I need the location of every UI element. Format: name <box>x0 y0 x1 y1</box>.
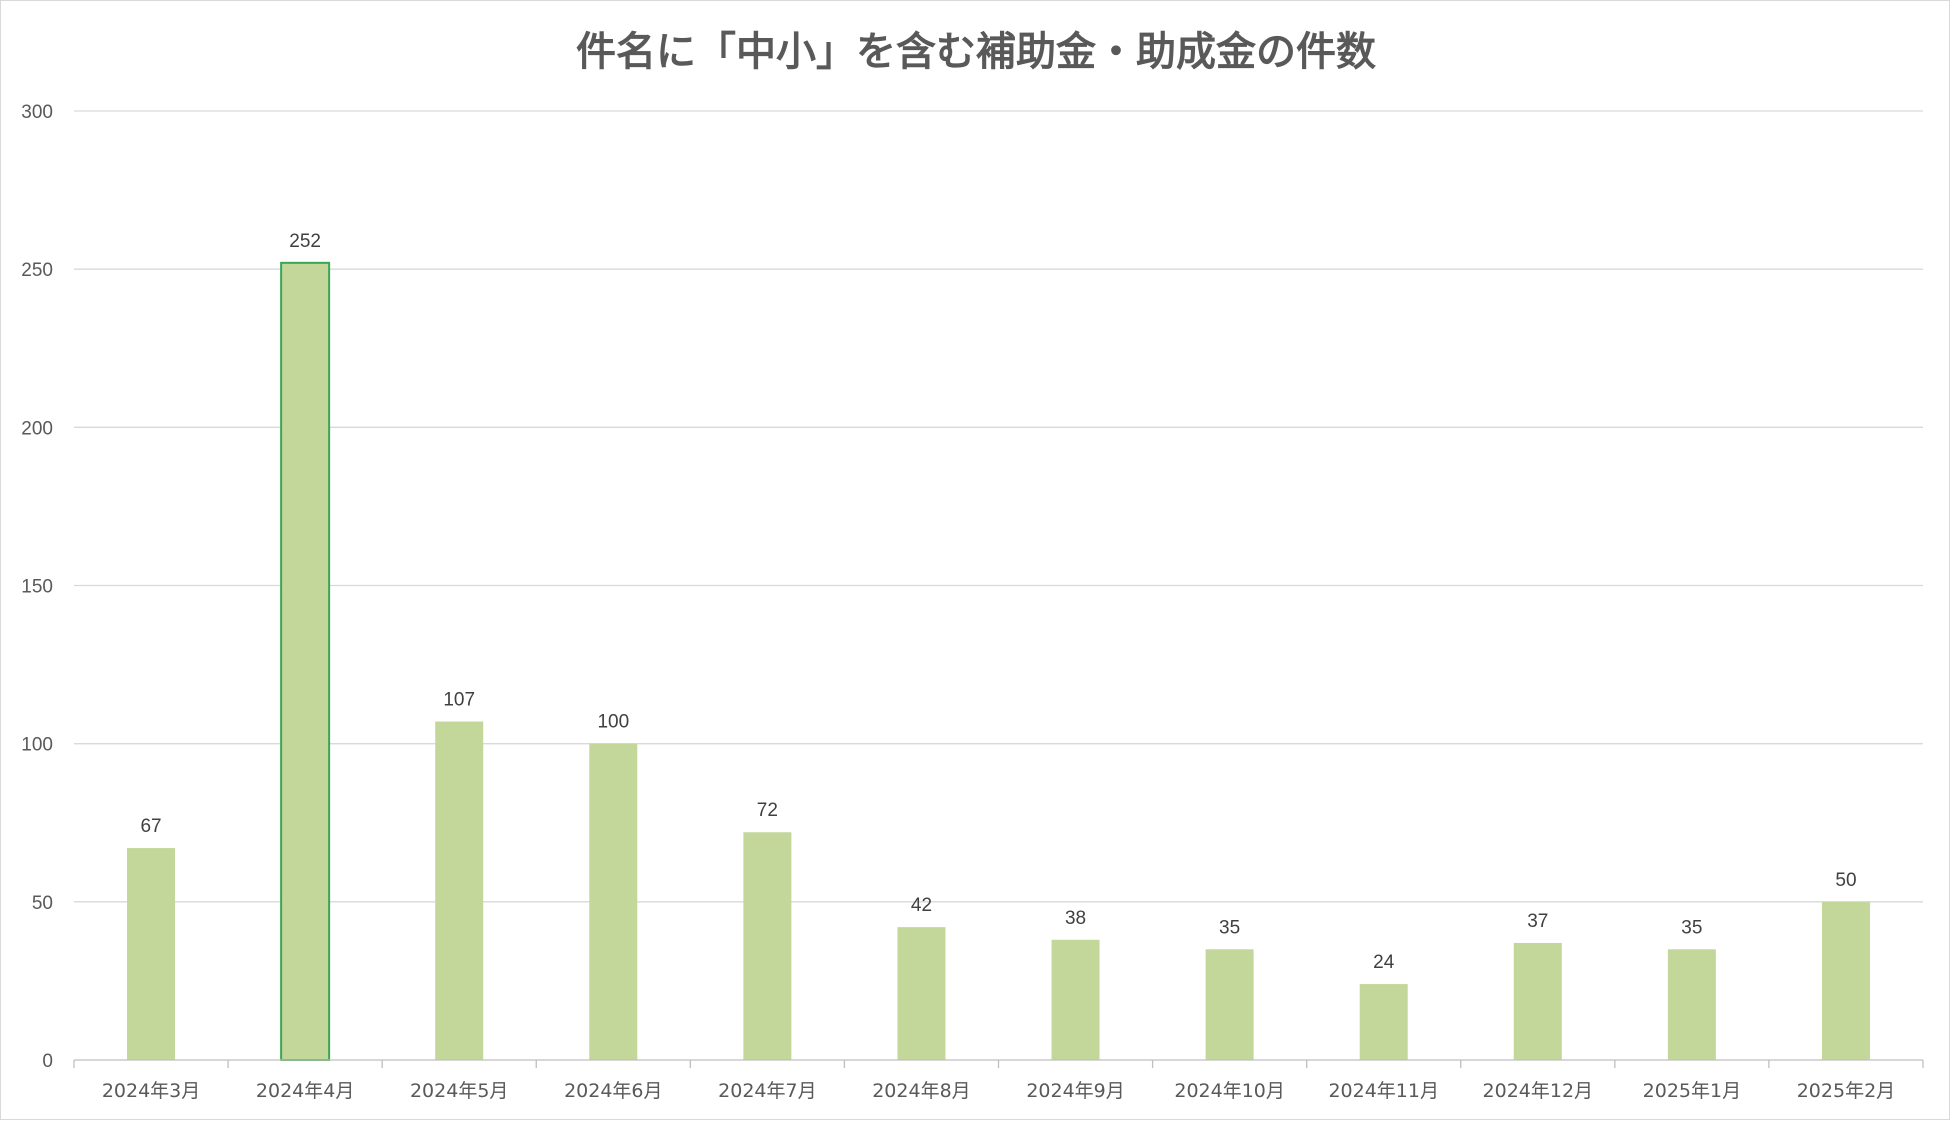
bar-2024年8月 <box>897 927 946 1060</box>
data-label-2024年6月: 100 <box>597 712 629 733</box>
x-axis <box>73 1059 1924 1068</box>
x-tick-label-2024年12月: 2024年12月 <box>1483 1080 1594 1102</box>
y-tick-label-200: 200 <box>21 418 53 439</box>
x-tick-label-2024年9月: 2024年9月 <box>1026 1080 1124 1102</box>
data-label-2024年3月: 67 <box>140 816 161 837</box>
bar-2024年10月 <box>1205 949 1254 1060</box>
bar-2024年4月 <box>280 261 331 1061</box>
bar-2024年7月 <box>743 832 792 1060</box>
y-tick-label-300: 300 <box>21 102 53 123</box>
bar-2024年9月 <box>1051 939 1100 1060</box>
bar-2024年11月 <box>1359 984 1408 1060</box>
x-axis-tick-labels: 2024年3月 2024年4月 2024年5月 2024年6月 2024年7月 2024年… <box>102 1080 1895 1102</box>
y-tick-label-0: 0 <box>42 1051 53 1072</box>
gridlines <box>74 110 1923 903</box>
y-axis-tick-labels: 0 50 100 150 200 250 300 <box>21 102 53 1072</box>
bar-2024年6月 <box>589 743 638 1060</box>
data-labels: 67 252 107 100 72 42 38 35 24 37 35 50 <box>140 231 1856 973</box>
x-tick-label-2025年2月: 2025年2月 <box>1797 1080 1895 1102</box>
x-tick-label-2024年8月: 2024年8月 <box>872 1080 970 1102</box>
x-tick-label-2024年3月: 2024年3月 <box>102 1080 200 1102</box>
chart-title: 件名に「中小」を含む補助金・助成金の件数 <box>576 29 1376 75</box>
y-tick-label-150: 150 <box>21 577 53 598</box>
bar-2024年3月 <box>127 848 176 1060</box>
bar-2024年12月 <box>1513 942 1562 1060</box>
x-tick-label-2024年7月: 2024年7月 <box>718 1080 816 1102</box>
y-tick-label-50: 50 <box>32 893 53 914</box>
x-tick-label-2024年5月: 2024年5月 <box>410 1080 508 1102</box>
x-tick-label-2024年10月: 2024年10月 <box>1174 1080 1285 1102</box>
y-tick-label-100: 100 <box>21 735 53 756</box>
data-label-2024年7月: 72 <box>757 800 778 821</box>
data-label-2025年2月: 50 <box>1835 870 1856 891</box>
data-label-2024年8月: 42 <box>911 895 932 916</box>
x-tick-label-2025年1月: 2025年1月 <box>1643 1080 1741 1102</box>
bar-2025年2月 <box>1821 901 1870 1060</box>
x-tick-label-2024年11月: 2024年11月 <box>1328 1080 1439 1102</box>
x-tick-label-2024年4月: 2024年4月 <box>256 1080 354 1102</box>
data-label-2025年1月: 35 <box>1681 917 1702 938</box>
data-label-2024年11月: 24 <box>1373 952 1395 973</box>
data-label-2024年4月: 252 <box>289 231 321 252</box>
bar-2025年1月 <box>1667 949 1716 1060</box>
x-tick-label-2024年6月: 2024年6月 <box>564 1080 662 1102</box>
data-label-2024年12月: 37 <box>1527 911 1548 932</box>
bars <box>127 261 1870 1061</box>
data-label-2024年10月: 35 <box>1219 917 1240 938</box>
data-label-2024年9月: 38 <box>1065 908 1086 929</box>
data-label-2024年5月: 107 <box>443 690 475 711</box>
bar-2024年5月 <box>435 721 484 1060</box>
y-tick-label-250: 250 <box>21 260 53 281</box>
